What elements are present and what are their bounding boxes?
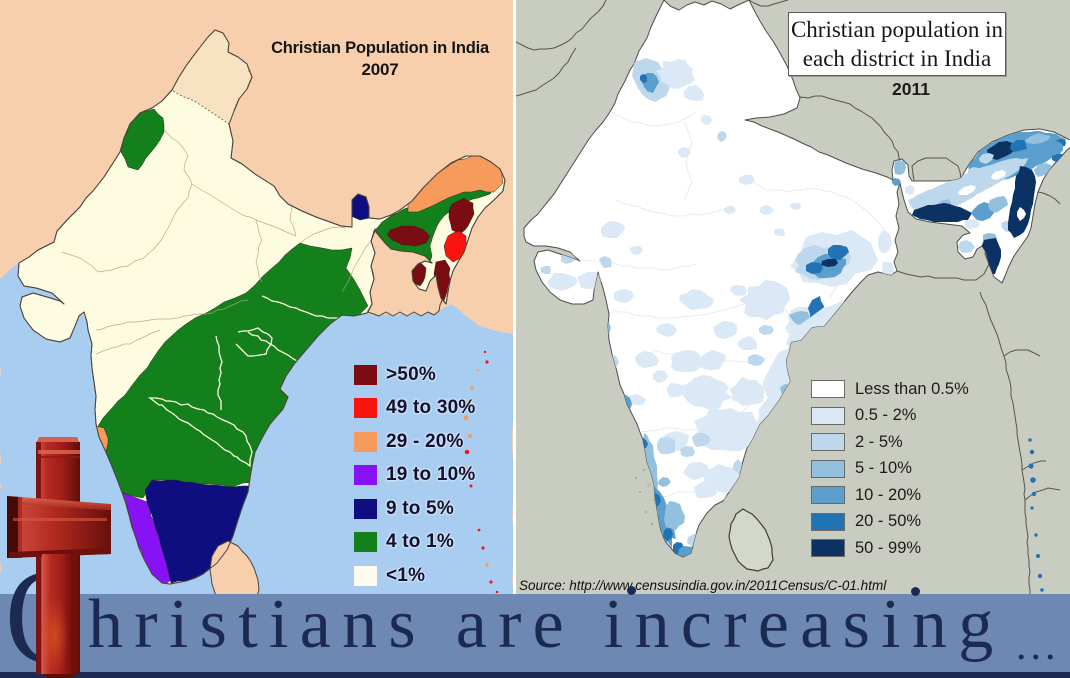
legend-label: >50% [386,363,436,385]
legend-label: 29 - 20% [386,430,464,452]
legend-swatch [354,465,377,486]
legend-item: >50% [354,358,475,392]
legend-item: 50 - 99% [811,535,969,562]
banner-bottom-strip [0,672,1070,678]
legend-swatch [354,431,377,452]
india-coastline-stroke [17,29,506,585]
legend-label: 2 - 5% [855,432,903,451]
legend-label: 20 - 50% [855,512,922,531]
legend-item: 2 - 5% [811,429,969,456]
legend-swatch [354,565,377,586]
legend-item: <1% [354,559,475,593]
map-2007-states: Christian Population in India 2007 >50% … [0,0,513,596]
right-map-title-box: Christian population in each district in… [788,12,1006,76]
legend-swatch [811,486,845,505]
country-sri-lanka [728,508,774,572]
legend-swatch [354,498,377,519]
left-map-title: Christian Population in India 2007 [248,38,512,80]
right-map-legend: Less than 0.5% 0.5 - 2% 2 - 5% 5 - 10% 1… [811,376,969,562]
legend-swatch [811,433,845,452]
left-map-title-year: 2007 [361,60,399,79]
legend-swatch [354,364,377,385]
legend-item: 0.5 - 2% [811,403,969,430]
legend-label: Less than 0.5% [855,379,969,398]
banner-text-rest: hristians are increasing [88,586,1005,663]
right-map-title-line2: each district in India [802,46,992,71]
red-cross-3d [7,437,111,678]
legend-label: 19 to 10% [386,464,476,486]
india-districts-map-svg [516,0,1070,596]
state-nagaland [448,197,475,235]
source-citation: Source: http://www.censusindia.gov.in/20… [519,578,887,593]
state-choropleth-shapes [61,30,504,584]
legend-item: 29 - 20% [354,425,475,459]
legend-label: 50 - 99% [855,538,922,557]
legend-label: <1% [386,564,426,586]
legend-swatch [811,406,845,425]
legend-item: 4 to 1% [354,526,475,560]
right-map-title-line1: Christian population in [790,17,1004,42]
legend-swatch [811,459,845,478]
legend-swatch [354,532,377,553]
legend-label: 49 to 30% [386,397,476,419]
legend-swatch [811,380,845,399]
panel-divider [513,0,516,596]
legend-item: 5 - 10% [811,456,969,483]
legend-item: 20 - 50% [811,509,969,536]
legend-swatch [811,512,845,531]
letter-i-dot [627,586,636,595]
legend-label: 10 - 20% [855,485,922,504]
legend-item: 9 to 5% [354,492,475,526]
map-2011-districts: Christian population in each district in… [516,0,1070,596]
left-map-legend: >50% 49 to 30% 29 - 20% 19 to 10% 9 to 5… [354,358,475,593]
letter-i-dot [911,587,920,596]
legend-item: 49 to 30% [354,392,475,426]
legend-item: Less than 0.5% [811,376,969,403]
legend-swatch [811,539,845,558]
state-meghalaya [386,225,431,247]
legend-swatch [354,398,377,419]
legend-item: 19 to 10% [354,459,475,493]
legend-label: 4 to 1% [386,531,454,553]
legend-label: 9 to 5% [386,497,454,519]
legend-label: 5 - 10% [855,459,912,478]
legend-item: 10 - 20% [811,482,969,509]
banner-ellipsis: ... [1016,623,1060,669]
india-states-map-svg [0,0,513,596]
caption-banner: C hristians are increasing ... [0,549,1070,678]
legend-label: 0.5 - 2% [855,406,917,425]
left-map-title-line1: Christian Population in India [271,39,489,57]
right-map-year: 2011 [892,79,930,99]
